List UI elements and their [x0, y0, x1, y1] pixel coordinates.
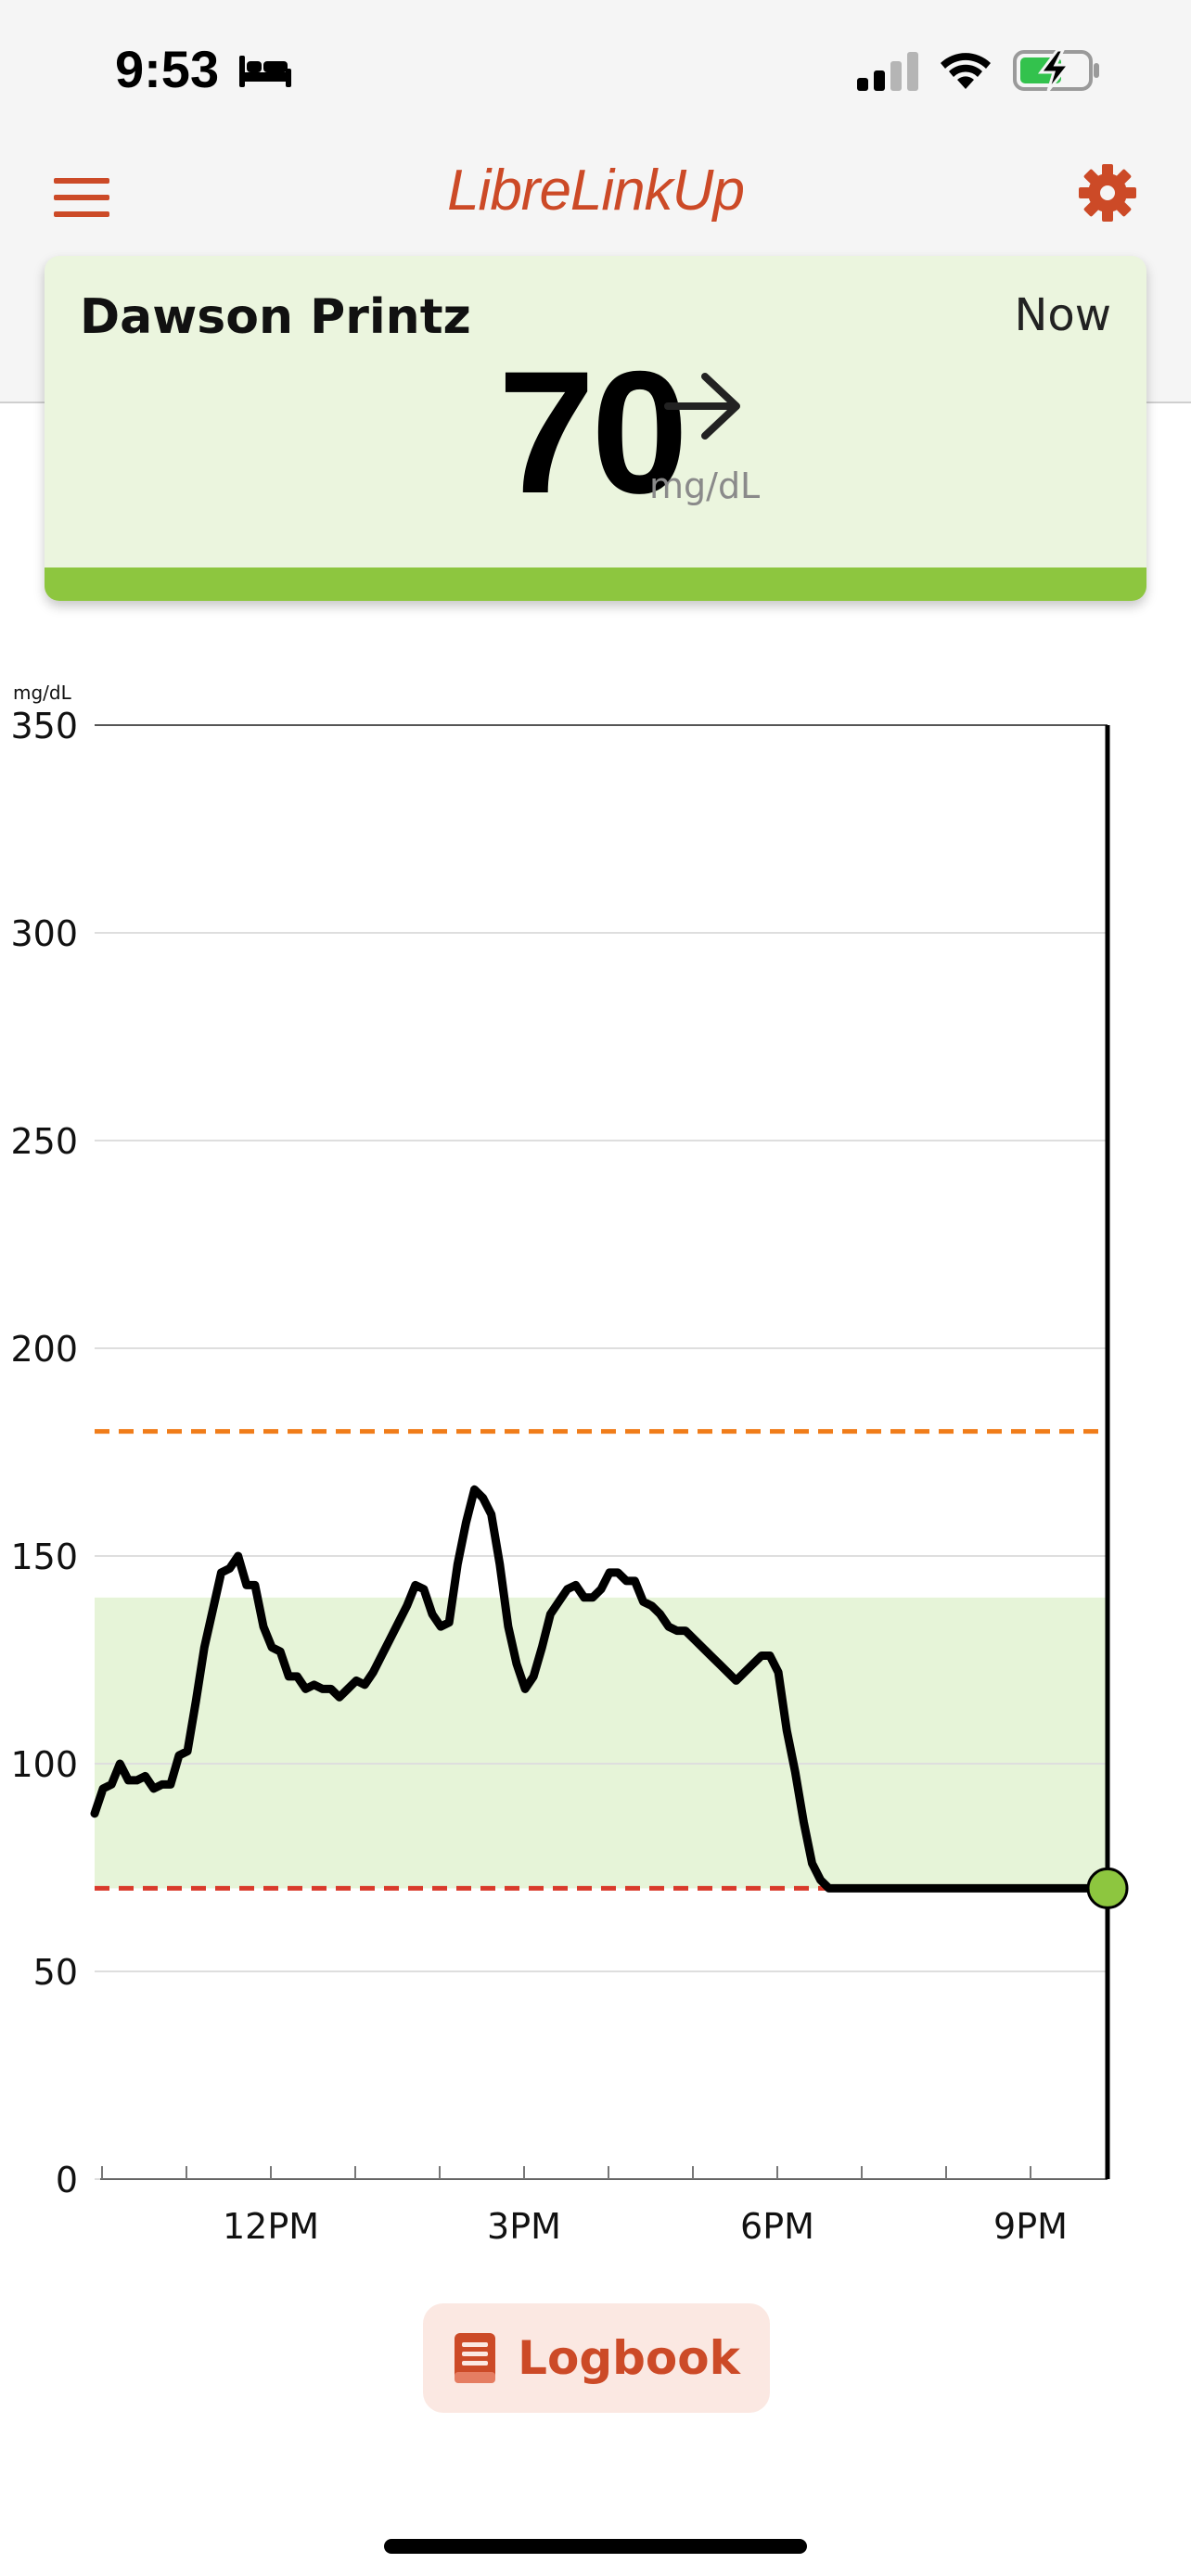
glucose-trace	[90, 1485, 1112, 1893]
cellular-signal-icon	[857, 52, 918, 91]
arrow-right-icon	[664, 373, 740, 440]
current-reading-point	[1086, 1867, 1129, 1909]
y-tick-label: 150	[10, 1537, 78, 1577]
status-bar: 9:53	[0, 0, 1191, 130]
reading-time: Now	[1014, 289, 1111, 341]
y-tick-label: 50	[33, 1952, 78, 1993]
book-icon	[455, 2333, 496, 2383]
logbook-button[interactable]: Logbook	[423, 2303, 770, 2413]
y-tick-label: 250	[10, 1121, 78, 1162]
battery-charging-icon	[1013, 48, 1099, 92]
app-title: LibreLinkUp	[447, 159, 745, 223]
y-axis-label: mg/dL	[13, 682, 72, 704]
y-tick-label: 0	[56, 2160, 78, 2200]
gear-icon[interactable]	[1078, 163, 1137, 223]
x-tick-label: 12PM	[223, 2206, 319, 2247]
patient-name: Dawson Printz	[80, 289, 471, 345]
x-tick-label: 6PM	[740, 2206, 814, 2247]
target-range-band	[95, 1597, 1108, 1889]
y-tick-label: 300	[10, 913, 78, 954]
home-indicator[interactable]	[384, 2539, 807, 2554]
y-tick-label: 350	[10, 706, 78, 746]
glucose-unit: mg/dL	[649, 465, 761, 506]
menu-icon[interactable]	[54, 176, 113, 219]
x-tick-label: 9PM	[993, 2206, 1068, 2247]
y-tick-label: 200	[10, 1329, 78, 1370]
range-status-strip	[45, 567, 1146, 601]
clock: 9:53	[115, 40, 220, 98]
y-tick-label: 100	[10, 1744, 78, 1785]
logbook-label: Logbook	[518, 2331, 740, 2385]
glucose-card[interactable]: Dawson Printz Now 70 mg/dL	[45, 256, 1146, 601]
wifi-icon	[941, 53, 991, 89]
glucose-value: 70	[497, 335, 688, 529]
bed-icon	[239, 56, 291, 87]
x-tick-label: 3PM	[487, 2206, 561, 2247]
